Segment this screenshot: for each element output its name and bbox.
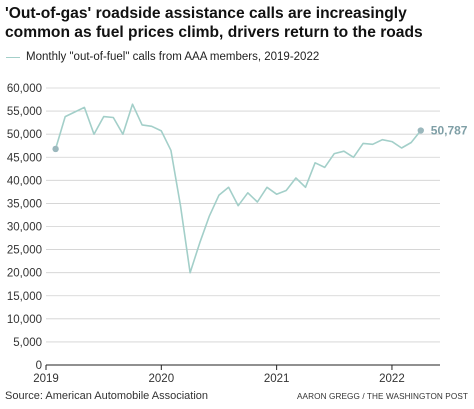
data-point bbox=[159, 129, 163, 133]
y-tick-label: 20,000 bbox=[7, 268, 42, 280]
series-line bbox=[54, 103, 422, 274]
data-point bbox=[63, 115, 67, 119]
data-point bbox=[313, 161, 317, 165]
data-point bbox=[217, 193, 221, 197]
data-point bbox=[121, 132, 125, 136]
y-tick-label: 35,000 bbox=[7, 198, 42, 210]
y-tick-label: 25,000 bbox=[7, 245, 42, 257]
y-tick-label: 15,000 bbox=[7, 291, 42, 303]
data-point bbox=[179, 204, 183, 208]
data-point bbox=[409, 140, 413, 144]
data-point bbox=[275, 192, 279, 196]
data-point bbox=[323, 165, 327, 169]
data-point bbox=[303, 185, 307, 189]
data-point bbox=[255, 200, 259, 204]
data-point bbox=[92, 132, 96, 136]
data-point bbox=[140, 123, 144, 127]
data-point bbox=[130, 102, 134, 106]
y-tick-label: 45,000 bbox=[7, 152, 42, 164]
data-point bbox=[332, 152, 336, 156]
data-point bbox=[400, 146, 404, 150]
y-tick-label: 50,000 bbox=[7, 129, 42, 141]
start-point-marker bbox=[52, 145, 59, 153]
data-point bbox=[73, 110, 77, 114]
data-point bbox=[236, 204, 240, 208]
x-tick-label: 2019 bbox=[33, 373, 59, 385]
data-point bbox=[102, 115, 106, 119]
data-point bbox=[390, 140, 394, 144]
source-note: Source: American Automobile Association bbox=[5, 390, 209, 402]
data-point bbox=[294, 176, 298, 180]
data-point bbox=[380, 138, 384, 142]
data-point bbox=[198, 241, 202, 245]
data-point bbox=[82, 105, 86, 109]
data-point bbox=[246, 191, 250, 195]
data-point bbox=[188, 271, 192, 275]
y-tick-label: 5,000 bbox=[13, 337, 42, 349]
data-point bbox=[265, 185, 269, 189]
y-tick-label: 40,000 bbox=[7, 175, 42, 187]
legend: Monthly "out-of-fuel" calls from AAA mem… bbox=[5, 49, 319, 65]
x-tick-label: 2020 bbox=[149, 373, 175, 385]
x-tick-label: 2021 bbox=[264, 373, 290, 385]
footer: Source: American Automobile Association … bbox=[5, 389, 468, 403]
data-point bbox=[361, 141, 365, 145]
legend-line-swatch bbox=[6, 56, 20, 58]
end-value-label: 50,787 bbox=[431, 124, 468, 138]
y-tick-label: 55,000 bbox=[7, 106, 42, 118]
y-tick-label: 10,000 bbox=[7, 314, 42, 326]
data-point bbox=[284, 188, 288, 192]
data-point bbox=[111, 116, 115, 120]
data-point bbox=[342, 149, 346, 153]
x-tick-label: 2022 bbox=[379, 373, 405, 385]
data-point bbox=[150, 124, 154, 128]
credit-line: AARON GREGG / THE WASHINGTON POST bbox=[296, 391, 468, 401]
data-point bbox=[352, 155, 356, 159]
data-point bbox=[227, 185, 231, 189]
y-tick-label: 30,000 bbox=[7, 222, 42, 234]
data-point bbox=[207, 214, 211, 218]
chart-title: 'Out-of-gas' roadside assistance calls a… bbox=[5, 5, 423, 41]
data-point bbox=[169, 148, 173, 152]
data-point bbox=[371, 142, 375, 146]
legend-label: Monthly "out-of-fuel" calls from AAA mem… bbox=[26, 51, 320, 63]
y-tick-label: 0 bbox=[36, 360, 42, 372]
end-point-marker bbox=[417, 127, 424, 134]
y-tick-label: 60,000 bbox=[7, 83, 42, 95]
